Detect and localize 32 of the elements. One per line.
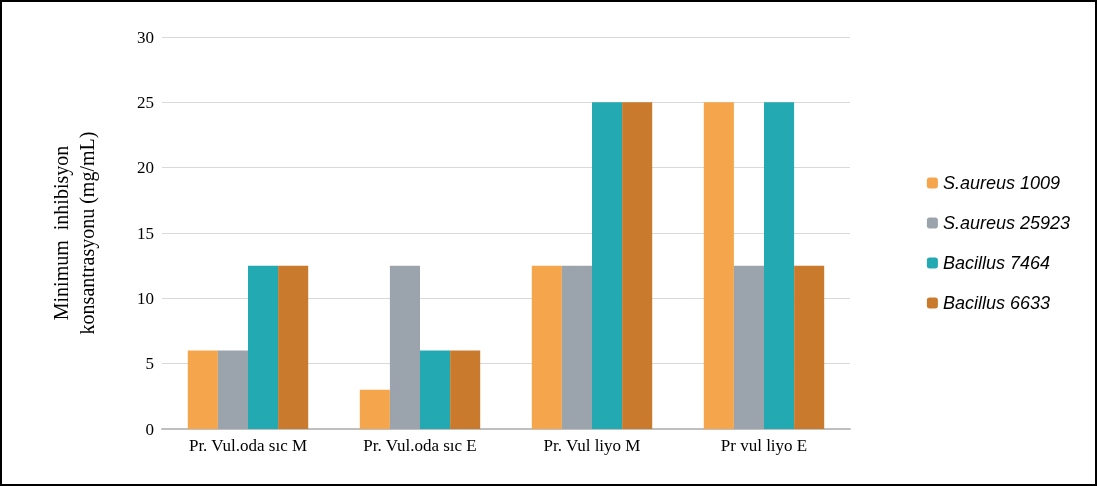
bar [733, 265, 764, 429]
bar [561, 265, 592, 429]
bar [703, 102, 734, 429]
legend-label: S.aureus 25923 [942, 213, 1071, 233]
y-tick-label: 15 [137, 223, 154, 243]
legend-label: Bacillus 6633 [942, 293, 1050, 313]
bar [622, 102, 653, 429]
legend-label: Bacillus 7464 [942, 253, 1050, 273]
bar [794, 265, 825, 429]
bar [278, 265, 309, 429]
y-tick-label: 20 [137, 158, 154, 178]
y-tick-label: 10 [137, 288, 154, 308]
y-tick-label: 30 [137, 27, 154, 47]
bar [764, 102, 795, 429]
bar [359, 389, 390, 429]
bar [592, 102, 623, 429]
bar [248, 265, 279, 429]
bar [217, 350, 248, 429]
x-tick-label: Pr. Vul.oda sıc M [188, 436, 308, 455]
y-tick-label: 5 [145, 354, 154, 374]
bar [187, 350, 218, 429]
y-tick-label: 0 [145, 419, 154, 439]
bar [531, 265, 562, 429]
legend-label: S.aureus 1009 [942, 173, 1060, 193]
y-axis-title: Minimum inhibisyon konsantrasyonu (mg/mL) [50, 131, 99, 335]
x-tick-label: Pr. Vul.oda sıc E [363, 436, 477, 455]
bar [389, 265, 420, 429]
x-tick-label: Pr. Vul liyo M [543, 436, 641, 455]
x-tick-label: Pr vul liyo E [720, 436, 808, 455]
bar [420, 350, 451, 429]
y-tick-label: 25 [137, 92, 154, 112]
bar [450, 350, 481, 429]
